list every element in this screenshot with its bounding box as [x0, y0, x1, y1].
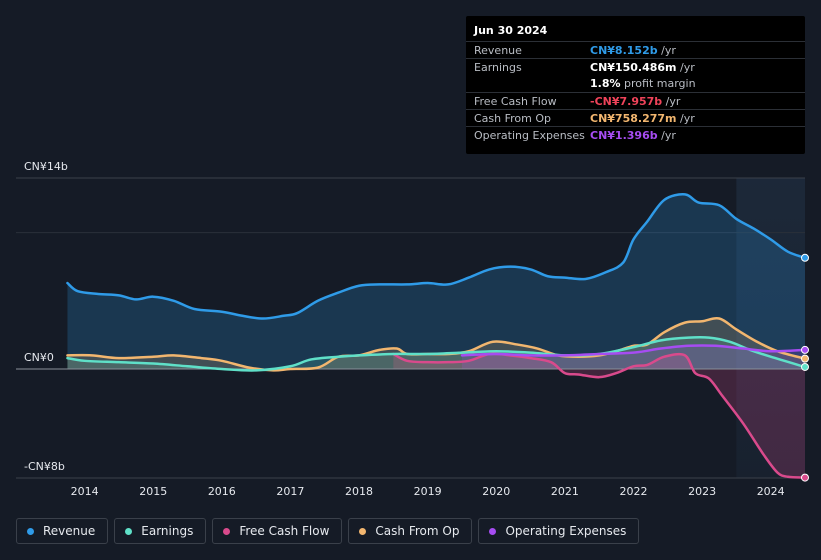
y-axis-zero-label: CN¥0	[24, 351, 54, 364]
tooltip-row-opex: Operating Expenses CN¥1.396b /yr	[466, 126, 805, 144]
x-tick-label: 2016	[208, 485, 236, 498]
tooltip-label: Operating Expenses	[474, 129, 585, 142]
legend-dot-icon	[27, 527, 34, 535]
legend-label: Cash From Op	[375, 524, 460, 538]
end-point-operating-expenses	[801, 345, 809, 354]
line-free-cash-flow	[392, 352, 807, 479]
tooltip-row-revenue: Revenue CN¥8.152b /yr	[466, 41, 805, 59]
tooltip-value: CN¥1.396b	[590, 129, 658, 142]
x-tick-label: 2020	[482, 485, 510, 498]
tooltip-label: Revenue	[474, 44, 522, 57]
tooltip-value: CN¥758.277m	[590, 112, 677, 125]
tooltip-row-earnings: Earnings CN¥150.486m /yr	[466, 58, 805, 76]
area-free-cash-flow	[393, 353, 805, 478]
legend-item-free-cash-flow[interactable]: Free Cash Flow	[212, 518, 343, 544]
tooltip-unit: /yr	[665, 95, 681, 108]
area-revenue	[67, 194, 805, 369]
tooltip-row-margin: 1.8% profit margin	[466, 75, 805, 92]
y-axis-bottom-label: -CN¥8b	[24, 460, 65, 473]
legend-item-cash-from-op[interactable]: Cash From Op	[348, 518, 473, 544]
x-tick-label: 2018	[345, 485, 373, 498]
chart-legend: Revenue Earnings Free Cash Flow Cash Fro…	[16, 518, 640, 544]
tooltip-unit: profit margin	[624, 77, 696, 90]
x-tick-label: 2014	[71, 485, 99, 498]
line-revenue	[66, 193, 807, 320]
legend-label: Operating Expenses	[505, 524, 627, 538]
legend-item-operating-expenses[interactable]: Operating Expenses	[478, 518, 640, 544]
area-operating-expenses	[461, 345, 805, 369]
tooltip-unit: /yr	[680, 61, 695, 74]
end-point-earnings	[801, 362, 809, 371]
tooltip-value: CN¥8.152b	[590, 44, 658, 57]
x-tick-label: 2023	[688, 485, 716, 498]
tooltip-unit: /yr	[680, 112, 695, 125]
line-earnings	[66, 335, 807, 372]
tooltip-date: Jun 30 2024	[474, 24, 548, 37]
legend-dot-icon	[223, 527, 231, 535]
tooltip-label: Cash From Op	[474, 112, 552, 125]
x-tick-label: 2021	[551, 485, 579, 498]
end-point-revenue	[801, 253, 809, 262]
x-tick-label: 2019	[414, 485, 442, 498]
tooltip-label: Free Cash Flow	[474, 95, 557, 108]
tooltip-value: -CN¥7.957b	[590, 95, 663, 108]
x-tick-label: 2024	[757, 485, 785, 498]
legend-label: Earnings	[141, 524, 194, 538]
legend-label: Revenue	[43, 524, 96, 538]
x-tick-label: 2017	[276, 485, 304, 498]
end-point-cash-from-op	[801, 354, 809, 363]
area-cash-from-op	[67, 318, 805, 371]
legend-item-revenue[interactable]: Revenue	[16, 518, 109, 544]
y-axis-top-label: CN¥14b	[24, 160, 68, 173]
tooltip-value: 1.8%	[590, 77, 621, 90]
data-tooltip: Jun 30 2024 Revenue CN¥8.152b /yr Earnin…	[466, 16, 805, 154]
end-point-free-cash-flow	[801, 473, 809, 482]
legend-item-earnings[interactable]: Earnings	[114, 518, 207, 544]
highlight-band	[736, 178, 805, 478]
tooltip-row-fcf: Free Cash Flow -CN¥7.957b /yr	[466, 92, 805, 110]
tooltip-value: CN¥150.486m	[590, 61, 677, 74]
legend-dot-icon	[359, 527, 367, 535]
legend-dot-icon	[489, 527, 497, 535]
line-operating-expenses	[460, 344, 807, 357]
legend-dot-icon	[125, 527, 133, 535]
tooltip-unit: /yr	[661, 44, 676, 57]
x-tick-label: 2015	[139, 485, 167, 498]
x-tick-label: 2022	[619, 485, 647, 498]
tooltip-label: Earnings	[474, 61, 522, 74]
legend-label: Free Cash Flow	[239, 524, 330, 538]
tooltip-unit: /yr	[661, 129, 676, 142]
tooltip-row-cfo: Cash From Op CN¥758.277m /yr	[466, 109, 805, 127]
